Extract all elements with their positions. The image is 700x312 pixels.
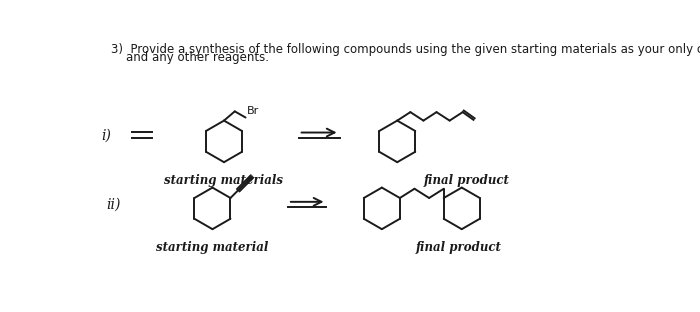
Text: and any other reagents.: and any other reagents. — [111, 51, 269, 64]
Text: starting material: starting material — [156, 241, 269, 255]
Text: final product: final product — [424, 174, 510, 187]
Text: i): i) — [101, 128, 111, 142]
Text: 3)  Provide a synthesis of the following compounds using the given starting mate: 3) Provide a synthesis of the following … — [111, 43, 700, 56]
Text: Br: Br — [247, 106, 260, 116]
Text: final product: final product — [416, 241, 502, 255]
Text: ii): ii) — [106, 197, 120, 212]
Text: starting materials: starting materials — [164, 174, 284, 187]
